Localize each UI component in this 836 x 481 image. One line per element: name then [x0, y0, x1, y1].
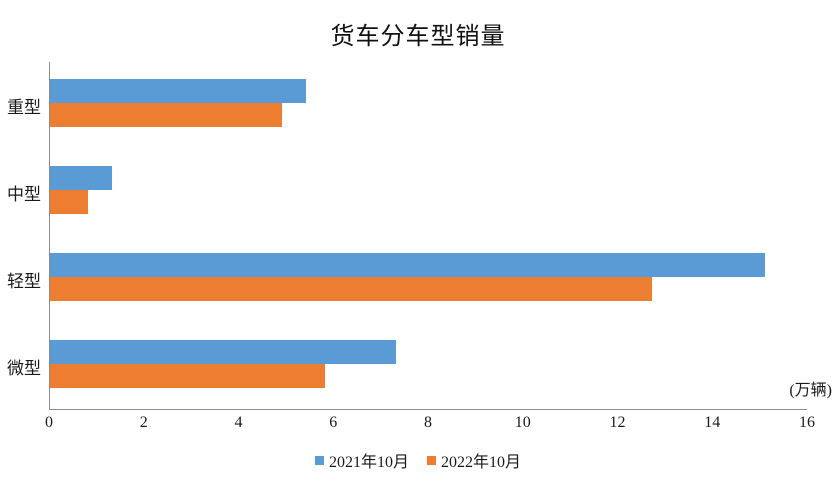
bar-2022年10月-微型: [50, 364, 325, 388]
chart-title: 货车分车型销量: [330, 24, 506, 50]
x-tick-label: 2: [139, 414, 148, 431]
legend-label: 2022年10月: [441, 454, 522, 471]
legend: 2021年10月 2022年10月: [0, 448, 836, 472]
x-tick-label: 10: [514, 414, 531, 431]
category-label: 轻型: [7, 272, 41, 291]
legend-item-2021年10月: 2021年10月: [314, 448, 409, 472]
x-tick-label: 12: [609, 414, 626, 431]
legend-label: 2021年10月: [328, 454, 409, 471]
bar-2021年10月-重型: [50, 79, 306, 103]
bar-2021年10月-轻型: [50, 253, 766, 277]
x-tick-label: 14: [704, 414, 721, 431]
x-tick-label: 6: [329, 414, 338, 431]
legend-swatch-icon: [427, 455, 436, 465]
x-tick-label: 0: [45, 414, 53, 431]
bar-2022年10月-中型: [50, 190, 88, 214]
bar-2021年10月-微型: [50, 340, 396, 364]
bar-2021年10月-中型: [50, 166, 112, 190]
x-tick-label: 8: [424, 414, 432, 431]
legend-item-2022年10月: 2022年10月: [427, 448, 521, 472]
category-label: 重型: [7, 98, 41, 117]
x-tick-label: 4: [234, 414, 243, 431]
category-label: 微型: [7, 359, 41, 378]
plot-area: [49, 62, 807, 410]
x-tick-label: 16: [799, 414, 815, 431]
bar-2022年10月-重型: [50, 103, 283, 127]
bar-2022年10月-轻型: [50, 277, 652, 301]
category-label: 中型: [7, 185, 41, 204]
unit-label: (万辆): [789, 382, 832, 399]
legend-swatch-icon: [314, 455, 324, 465]
